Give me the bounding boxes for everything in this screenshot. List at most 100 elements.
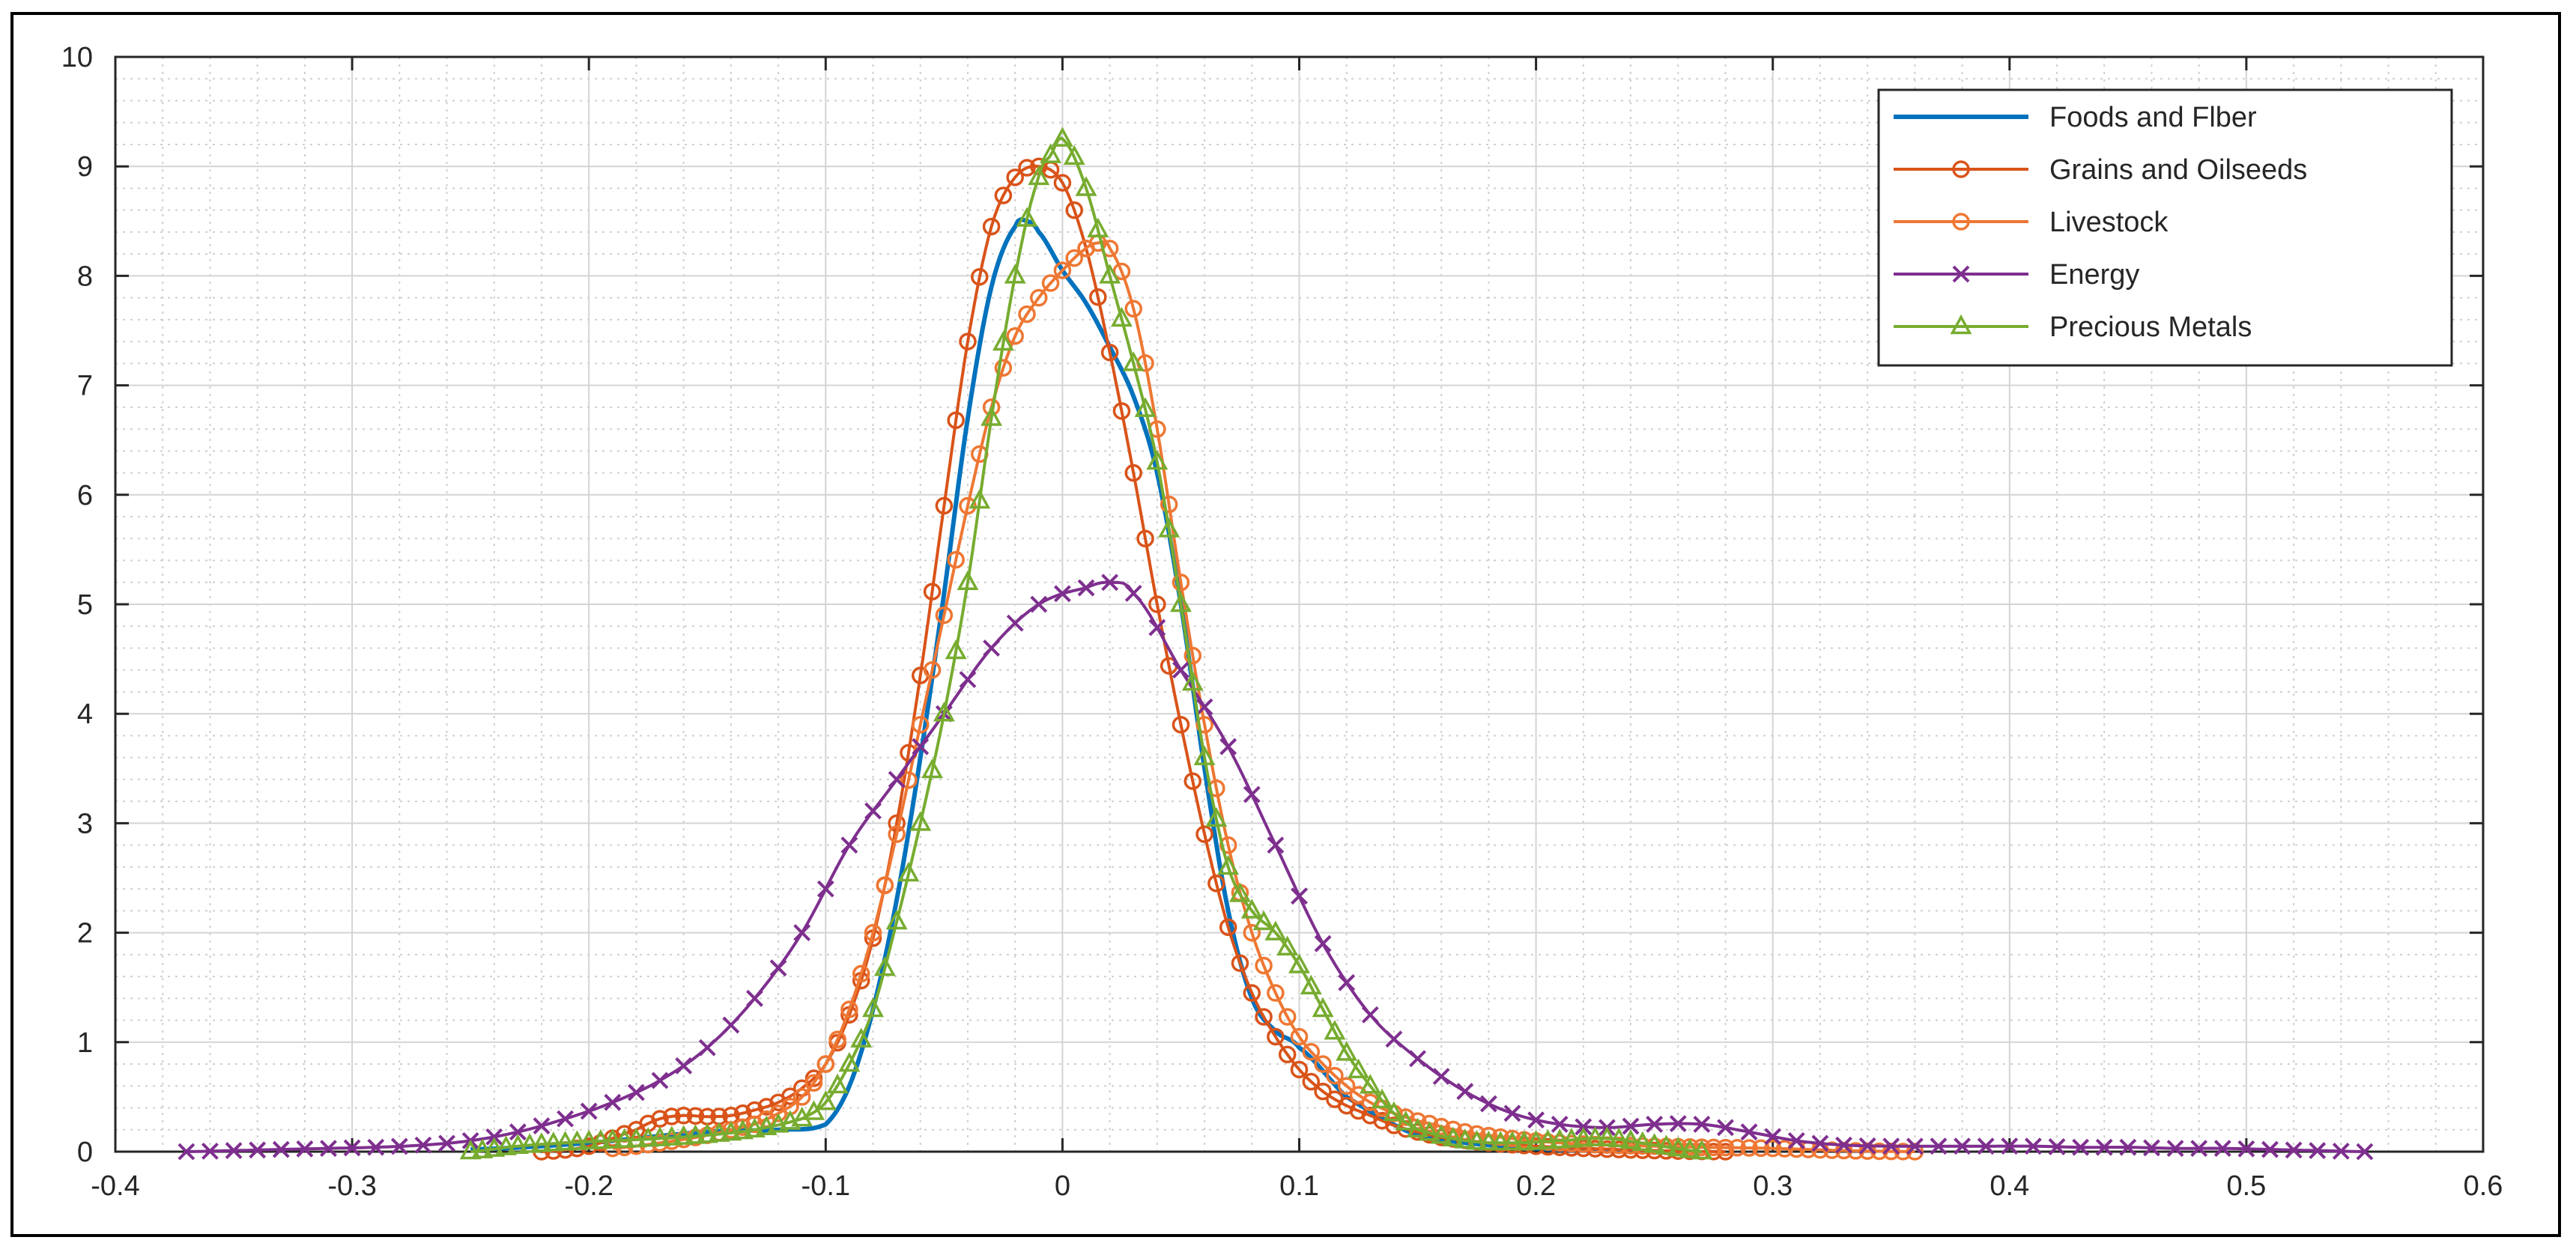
data-point (1418, 1121, 1440, 1141)
data-point (897, 861, 920, 882)
data-point (1065, 201, 1083, 219)
data-point (911, 716, 930, 734)
data-point (483, 1137, 506, 1157)
data-point (459, 1139, 482, 1160)
data-point (1077, 579, 1095, 597)
data-point (1479, 1095, 1497, 1113)
data-point (1489, 1131, 1512, 1151)
data-point (781, 1087, 799, 1105)
data-point (708, 1122, 730, 1142)
x-tick-label: -0.1 (801, 1170, 850, 1202)
series-layer (178, 127, 2374, 1161)
data-point (1124, 300, 1142, 318)
data-point (793, 924, 811, 942)
density-chart: -0.4 -0.3 -0.2 -0.1 0 0.1 0.2 0.3 0.4 0.5 0.6 0 1 2 3… (61, 42, 2503, 1202)
data-point (684, 1124, 706, 1144)
x-tick-label: 0 (1055, 1170, 1070, 1202)
data-point (1040, 143, 1062, 163)
data-point (1193, 745, 1216, 765)
data-point (864, 923, 882, 942)
data-point (1124, 464, 1142, 482)
data-point (1146, 449, 1169, 470)
data-point (1324, 1019, 1346, 1040)
data-point (2119, 1138, 2137, 1156)
legend-item-foods-and-flber: Foods and Flber (1894, 102, 2257, 133)
data-point (804, 1074, 823, 1092)
data-point (994, 359, 1013, 377)
data-point (1314, 1082, 1332, 1101)
data-point (1326, 1066, 1344, 1085)
data-point (1882, 1137, 1900, 1155)
data-point (580, 1102, 598, 1120)
data-point (947, 411, 965, 429)
data-point (862, 997, 884, 1018)
data-point (1063, 145, 1085, 165)
data-point (1503, 1104, 1521, 1122)
data-point (1278, 1008, 1297, 1026)
data-point (471, 1138, 494, 1158)
data-point (1442, 1126, 1464, 1146)
data-point (1276, 935, 1299, 955)
data-point (2048, 1138, 2066, 1155)
data-point (1622, 1117, 1640, 1135)
data-point (2166, 1140, 2184, 1158)
data-point (674, 1107, 693, 1125)
data-point (1089, 288, 1107, 306)
data-point (1348, 1058, 1369, 1078)
data-point (1231, 954, 1249, 973)
data-point (1112, 262, 1131, 281)
data-point (1030, 288, 1048, 307)
data-point (1385, 1116, 1403, 1134)
data-point (698, 1039, 716, 1057)
data-point (533, 1117, 551, 1134)
data-point (604, 1093, 622, 1111)
data-point (722, 1016, 740, 1034)
data-point (673, 1125, 695, 1145)
data-point (1409, 1050, 1426, 1068)
data-point (296, 1140, 314, 1158)
data-point (947, 550, 965, 569)
data-point (720, 1120, 742, 1141)
data-point (1302, 1072, 1321, 1091)
legend-label: Precious Metals (2049, 312, 2252, 343)
data-point (992, 330, 1014, 351)
data-point (438, 1134, 455, 1152)
y-tick-label: 2 (77, 918, 93, 949)
data-point (1243, 923, 1261, 942)
data-point (1028, 165, 1050, 186)
data-point (1288, 953, 1310, 973)
data-point (1548, 1128, 1571, 1149)
data-point (1740, 1139, 1758, 1157)
data-point (1704, 1138, 1723, 1157)
data-point (1006, 327, 1024, 345)
data-point (864, 802, 882, 820)
data-point (1207, 875, 1225, 893)
data-point (1181, 670, 1204, 691)
data-point (1314, 1055, 1332, 1073)
data-point (1243, 984, 1261, 1002)
data-point (1385, 1030, 1403, 1048)
data-point (518, 1133, 541, 1153)
data-point (1501, 1131, 1524, 1151)
data-point (959, 671, 977, 688)
series-precious-metals (459, 127, 1713, 1160)
data-point (935, 496, 954, 515)
data-point (1536, 1129, 1559, 1149)
data-point (1619, 1128, 1642, 1149)
data-point (1407, 1117, 1429, 1138)
data-point (1787, 1131, 1805, 1149)
data-point (1184, 646, 1202, 665)
data-point (1728, 1139, 1747, 1157)
data-point (1122, 351, 1145, 371)
data-point (1361, 1006, 1379, 1024)
data-point (744, 1117, 766, 1138)
data-point (1290, 1060, 1309, 1079)
data-point (1267, 1027, 1285, 1046)
data-point (1595, 1126, 1618, 1146)
data-point (1882, 1142, 1900, 1161)
data-point (1930, 1137, 1948, 1155)
data-point (1444, 1120, 1462, 1139)
data-point (414, 1136, 432, 1154)
data-point (495, 1135, 518, 1155)
y-tick-label: 3 (77, 808, 93, 839)
